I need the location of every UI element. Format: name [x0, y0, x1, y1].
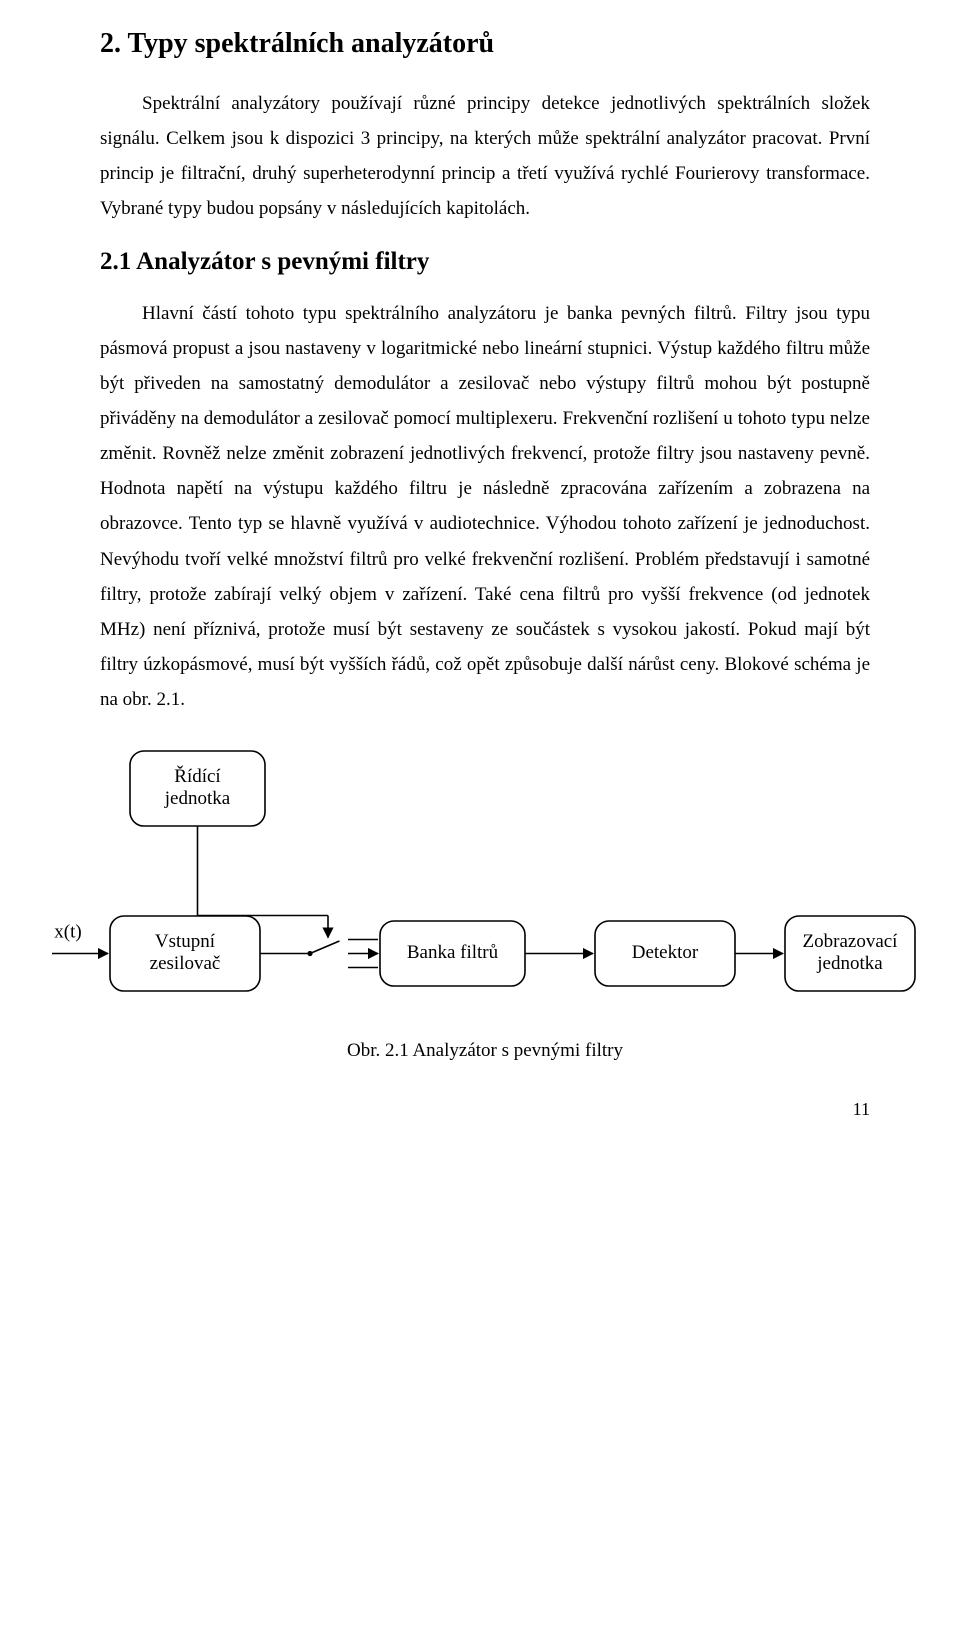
section-heading: 2. Typy spektrálních analyzátorů	[100, 30, 870, 58]
block-diagram: ŘídícíjednotkaVstupnízesilovačBanka filt…	[40, 741, 920, 1031]
svg-text:zesilovač: zesilovač	[150, 953, 221, 974]
svg-text:x(t): x(t)	[54, 922, 81, 943]
svg-text:Detektor: Detektor	[632, 942, 699, 963]
svg-text:Banka filtrů: Banka filtrů	[407, 942, 499, 963]
svg-text:Řídící: Řídící	[174, 765, 221, 787]
svg-text:jednotka: jednotka	[816, 953, 883, 974]
subsection-heading: 2.1 Analyzátor s pevnými filtry	[100, 249, 870, 274]
page-number: 11	[100, 1100, 870, 1118]
figure-caption: Obr. 2.1 Analyzátor s pevnými filtry	[100, 1041, 870, 1060]
intro-paragraph: Spektrální analyzátory používají různé p…	[100, 86, 870, 227]
flowchart-svg: ŘídícíjednotkaVstupnízesilovačBanka filt…	[40, 741, 920, 1031]
svg-text:jednotka: jednotka	[164, 788, 231, 809]
body-paragraph: Hlavní částí tohoto typu spektrálního an…	[100, 296, 870, 718]
svg-text:Vstupní: Vstupní	[155, 931, 216, 952]
svg-text:Zobrazovací: Zobrazovací	[803, 931, 899, 952]
